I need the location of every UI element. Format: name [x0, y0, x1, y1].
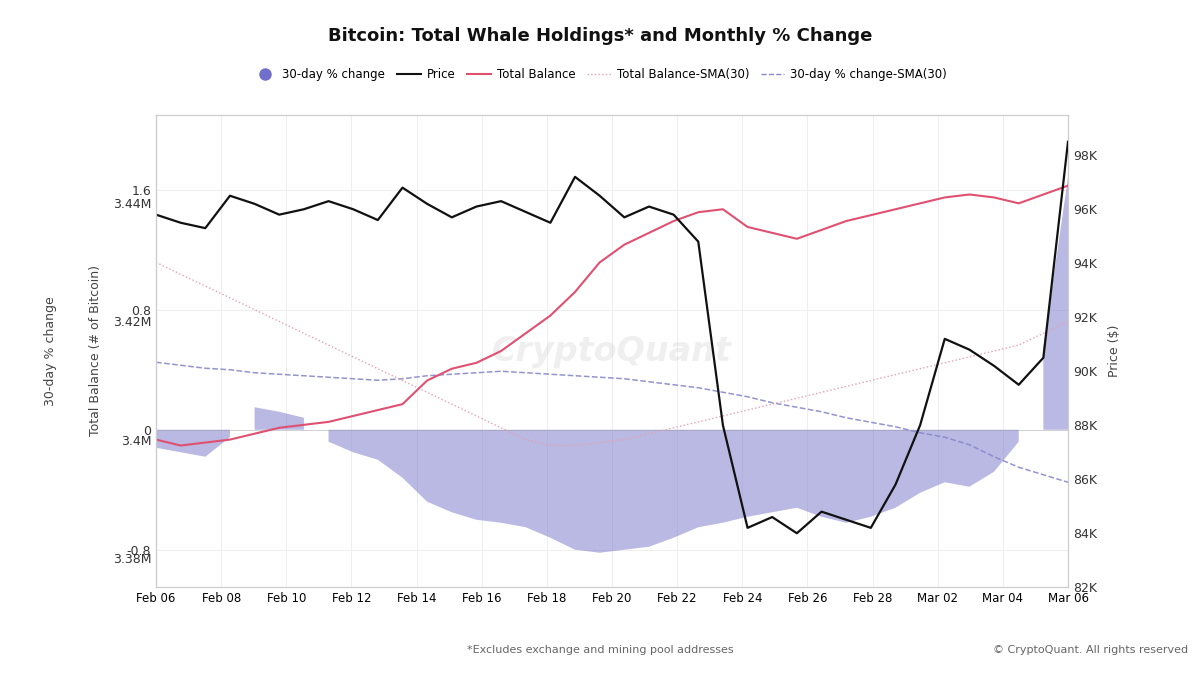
- Text: CryptoQuant: CryptoQuant: [492, 335, 732, 367]
- Text: Bitcoin: Total Whale Holdings* and Monthly % Change: Bitcoin: Total Whale Holdings* and Month…: [328, 27, 872, 45]
- Text: © CryptoQuant. All rights reserved: © CryptoQuant. All rights reserved: [992, 645, 1188, 655]
- Text: *Excludes exchange and mining pool addresses: *Excludes exchange and mining pool addre…: [467, 645, 733, 655]
- Legend: 30-day % change, Price, Total Balance, Total Balance-SMA(30), 30-day % change-SM: 30-day % change, Price, Total Balance, T…: [248, 63, 952, 86]
- Y-axis label: Price ($): Price ($): [1108, 325, 1121, 377]
- Y-axis label: 30-day % change: 30-day % change: [44, 296, 58, 406]
- Y-axis label: Total Balance (# of Bitcoin): Total Balance (# of Bitcoin): [89, 265, 102, 437]
